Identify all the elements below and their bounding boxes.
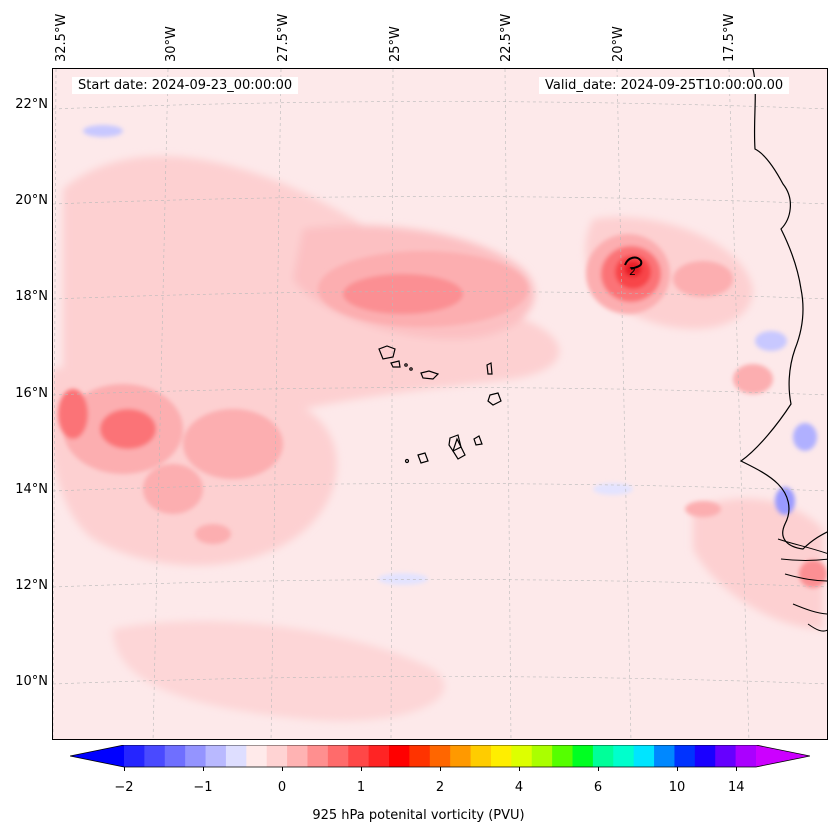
start-date-label: Start date: 2024-09-23_00:00:00: [72, 77, 299, 94]
colorbar-tick-label: 14: [727, 780, 745, 795]
colorbar-segment: [531, 745, 553, 767]
colorbar-tick-mark: [519, 767, 520, 771]
colorbar-tick-mark: [203, 767, 204, 771]
lon-label: 22.5°W: [499, 13, 514, 62]
lat-label: 22°N: [15, 97, 48, 112]
colorbar-label: 925 hPa potenital vorticity (PVU): [312, 808, 525, 823]
pv-max-contour-label: 2: [629, 265, 636, 278]
colorbar-segment: [592, 745, 614, 767]
colorbar-segment: [124, 745, 145, 767]
colorbar-segment: [205, 745, 227, 767]
colorbar-segment: [185, 745, 207, 767]
colorbar-segment: [409, 745, 431, 767]
colorbar-tick-mark: [736, 767, 738, 771]
colorbar-segment: [144, 745, 166, 767]
coastline-inlets: [777, 538, 827, 632]
colorbar-under-arrow: [70, 745, 124, 767]
colorbar-segment: [511, 745, 533, 767]
lon-label: 20°W: [611, 26, 626, 62]
lat-label: 16°N: [15, 386, 48, 401]
lat-label: 18°N: [15, 289, 48, 304]
colorbar-segment: [287, 745, 308, 767]
colorbar-tick-label: 6: [593, 780, 603, 795]
colorbar-segment: [266, 745, 288, 767]
map-panel: 2: [52, 68, 828, 740]
colorbar-tick-mark: [440, 767, 441, 771]
lon-label: 30°W: [164, 26, 179, 62]
colorbar-tick-mark: [361, 767, 362, 771]
colorbar-segment: [694, 745, 716, 767]
colorbar-tick-mark: [282, 767, 283, 771]
cape-verde-islands: [378, 345, 502, 464]
colorbar-segment: [429, 745, 451, 767]
colorbar-segment: [225, 745, 247, 767]
colorbar-tick-mark: [124, 767, 125, 771]
colorbar-segment: [674, 745, 696, 767]
colorbar-tick-label: 1: [356, 780, 366, 795]
pv-max-contour: [624, 256, 643, 270]
colorbar-segment: [613, 745, 635, 767]
colorbar-over-arrow: [756, 745, 810, 767]
lon-label: 17.5°W: [722, 13, 737, 62]
lat-label: 10°N: [15, 674, 48, 689]
colorbar-tick-label: 4: [514, 780, 524, 795]
lat-label: 12°N: [15, 578, 48, 593]
colorbar-tick-label: 2: [435, 780, 445, 795]
colorbar-tick-label: 10: [668, 780, 686, 795]
colorbar-segment: [327, 745, 349, 767]
colorbar-segment: [633, 745, 655, 767]
colorbar-segment: [715, 745, 737, 767]
pv-field-medium: [58, 234, 827, 588]
colorbar-segment: [572, 745, 594, 767]
colorbar-tick-mark: [677, 767, 678, 771]
colorbar-segment: [450, 745, 472, 767]
colorbar-segment: [552, 745, 574, 767]
pv-field-negative: [83, 125, 817, 585]
colorbar: [70, 745, 810, 768]
pv-contour-map: 2: [53, 69, 827, 739]
colorbar-segment: [389, 745, 410, 767]
colorbar-segment: [246, 745, 268, 767]
colorbar-segment: [307, 745, 329, 767]
african-coastline: [739, 69, 827, 550]
colorbar-tick-label: −1: [193, 780, 213, 795]
valid-date-label: Valid_date: 2024-09-25T10:00:00.00: [539, 77, 790, 94]
lat-label: 20°N: [15, 193, 48, 208]
lon-label: 25°W: [388, 26, 403, 62]
colorbar-segment: [470, 745, 492, 767]
graticule: [53, 69, 827, 739]
lat-label: 14°N: [15, 482, 48, 497]
colorbar-tick-label: −2: [114, 780, 134, 795]
lon-label: 32.5°W: [54, 13, 69, 62]
lon-label: 27.5°W: [276, 13, 291, 62]
colorbar-segment: [490, 745, 512, 767]
colorbar-tick-mark: [598, 767, 599, 771]
colorbar-segment: [654, 745, 675, 767]
colorbar-segment: [348, 745, 370, 767]
colorbar-segment: [735, 745, 757, 767]
colorbar-segment: [368, 745, 390, 767]
colorbar-tick-label: 0: [277, 780, 287, 795]
colorbar-segment: [164, 745, 186, 767]
